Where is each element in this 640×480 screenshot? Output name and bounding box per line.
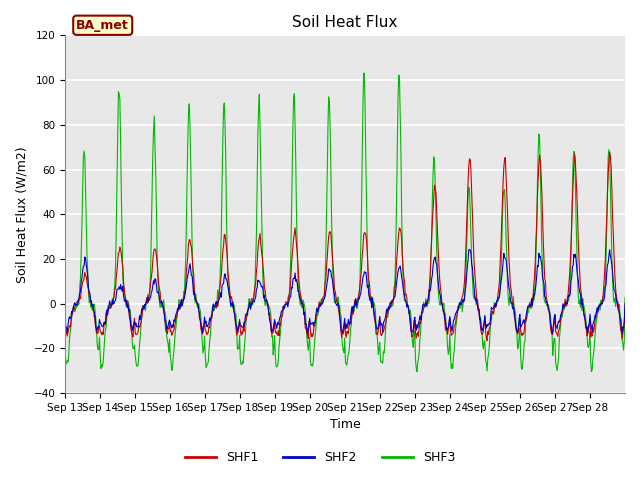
Line: SHF2: SHF2 bbox=[65, 250, 625, 334]
SHF3 bbox=[279, 305, 287, 311]
SHF1 bbox=[127, 326, 134, 332]
SHF1 bbox=[483, 338, 491, 344]
SHF1 bbox=[258, 249, 266, 254]
SHF1 bbox=[61, 330, 69, 336]
Text: BA_met: BA_met bbox=[76, 19, 129, 32]
SHF3 bbox=[435, 295, 443, 301]
SHF3 bbox=[127, 316, 134, 322]
SHF2 bbox=[435, 278, 442, 284]
SHF2 bbox=[466, 247, 474, 252]
SHF1 bbox=[606, 149, 614, 155]
SHF2 bbox=[618, 331, 626, 336]
SHF2 bbox=[403, 304, 411, 310]
SHF2 bbox=[621, 300, 629, 306]
SHF1 bbox=[230, 307, 237, 312]
SHF1 bbox=[435, 246, 442, 252]
SHF3 bbox=[230, 301, 237, 307]
SHF2 bbox=[230, 308, 237, 313]
SHF2 bbox=[61, 319, 69, 325]
X-axis label: Time: Time bbox=[330, 419, 360, 432]
Title: Soil Heat Flux: Soil Heat Flux bbox=[292, 15, 398, 30]
SHF2 bbox=[279, 308, 287, 313]
SHF1 bbox=[279, 312, 287, 317]
SHF3 bbox=[258, 208, 266, 214]
SHF3 bbox=[360, 70, 367, 76]
SHF3 bbox=[621, 295, 629, 300]
SHF1 bbox=[621, 304, 629, 310]
SHF1 bbox=[403, 295, 411, 300]
Legend: SHF1, SHF2, SHF3: SHF1, SHF2, SHF3 bbox=[180, 446, 460, 469]
SHF2 bbox=[258, 284, 266, 290]
SHF3 bbox=[404, 303, 412, 309]
Line: SHF1: SHF1 bbox=[65, 152, 625, 341]
SHF3 bbox=[61, 350, 69, 356]
SHF2 bbox=[127, 323, 134, 328]
SHF3 bbox=[588, 369, 595, 374]
Y-axis label: Soil Heat Flux (W/m2): Soil Heat Flux (W/m2) bbox=[15, 146, 28, 283]
Line: SHF3: SHF3 bbox=[65, 73, 625, 372]
